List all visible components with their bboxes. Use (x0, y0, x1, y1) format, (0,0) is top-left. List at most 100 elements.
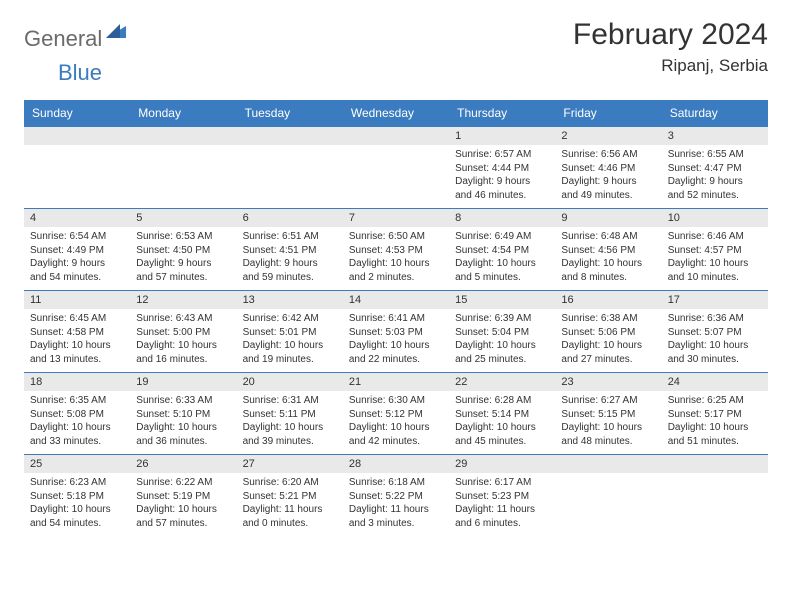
sunrise-line: Sunrise: 6:42 AM (243, 312, 337, 326)
calendar-week-row: 11Sunrise: 6:45 AMSunset: 4:58 PMDayligh… (24, 291, 768, 373)
sunset-line: Sunset: 5:07 PM (668, 326, 762, 340)
day-number: 21 (343, 373, 449, 391)
calendar-day-cell: 17Sunrise: 6:36 AMSunset: 5:07 PMDayligh… (662, 291, 768, 373)
day-details (237, 145, 343, 204)
calendar-week-row: 18Sunrise: 6:35 AMSunset: 5:08 PMDayligh… (24, 373, 768, 455)
sunset-line: Sunset: 4:53 PM (349, 244, 443, 258)
daylight-line: Daylight: 11 hours and 0 minutes. (243, 503, 337, 530)
sunrise-line: Sunrise: 6:46 AM (668, 230, 762, 244)
calendar-day-cell: 21Sunrise: 6:30 AMSunset: 5:12 PMDayligh… (343, 373, 449, 455)
sunset-line: Sunset: 4:58 PM (30, 326, 124, 340)
day-details: Sunrise: 6:43 AMSunset: 5:00 PMDaylight:… (130, 309, 236, 372)
sunrise-line: Sunrise: 6:51 AM (243, 230, 337, 244)
sunset-line: Sunset: 5:00 PM (136, 326, 230, 340)
sunset-line: Sunset: 4:57 PM (668, 244, 762, 258)
day-number (555, 455, 661, 473)
daylight-line: Daylight: 10 hours and 45 minutes. (455, 421, 549, 448)
weekday-header: Tuesday (237, 100, 343, 127)
sunset-line: Sunset: 5:19 PM (136, 490, 230, 504)
sunrise-line: Sunrise: 6:54 AM (30, 230, 124, 244)
calendar-day-cell: 15Sunrise: 6:39 AMSunset: 5:04 PMDayligh… (449, 291, 555, 373)
day-details (343, 145, 449, 204)
calendar-day-cell: 1Sunrise: 6:57 AMSunset: 4:44 PMDaylight… (449, 127, 555, 209)
sunrise-line: Sunrise: 6:28 AM (455, 394, 549, 408)
day-number: 9 (555, 209, 661, 227)
sunset-line: Sunset: 4:46 PM (561, 162, 655, 176)
day-number: 10 (662, 209, 768, 227)
day-number: 27 (237, 455, 343, 473)
daylight-line: Daylight: 10 hours and 16 minutes. (136, 339, 230, 366)
calendar-day-cell: 27Sunrise: 6:20 AMSunset: 5:21 PMDayligh… (237, 455, 343, 537)
day-details: Sunrise: 6:36 AMSunset: 5:07 PMDaylight:… (662, 309, 768, 372)
sunrise-line: Sunrise: 6:49 AM (455, 230, 549, 244)
sunset-line: Sunset: 4:56 PM (561, 244, 655, 258)
daylight-line: Daylight: 10 hours and 25 minutes. (455, 339, 549, 366)
calendar-week-row: 25Sunrise: 6:23 AMSunset: 5:18 PMDayligh… (24, 455, 768, 537)
brand-name-b: Blue (58, 60, 102, 85)
day-details: Sunrise: 6:41 AMSunset: 5:03 PMDaylight:… (343, 309, 449, 372)
day-details (555, 473, 661, 532)
calendar-day-cell: 10Sunrise: 6:46 AMSunset: 4:57 PMDayligh… (662, 209, 768, 291)
day-number (662, 455, 768, 473)
sunset-line: Sunset: 5:12 PM (349, 408, 443, 422)
day-number (130, 127, 236, 145)
day-details (662, 473, 768, 532)
daylight-line: Daylight: 10 hours and 2 minutes. (349, 257, 443, 284)
sunset-line: Sunset: 4:51 PM (243, 244, 337, 258)
day-number: 24 (662, 373, 768, 391)
sunset-line: Sunset: 5:06 PM (561, 326, 655, 340)
daylight-line: Daylight: 10 hours and 48 minutes. (561, 421, 655, 448)
calendar-day-cell: 29Sunrise: 6:17 AMSunset: 5:23 PMDayligh… (449, 455, 555, 537)
sunrise-line: Sunrise: 6:18 AM (349, 476, 443, 490)
calendar-day-cell: 22Sunrise: 6:28 AMSunset: 5:14 PMDayligh… (449, 373, 555, 455)
daylight-line: Daylight: 10 hours and 42 minutes. (349, 421, 443, 448)
day-details: Sunrise: 6:45 AMSunset: 4:58 PMDaylight:… (24, 309, 130, 372)
day-number: 11 (24, 291, 130, 309)
sunset-line: Sunset: 5:01 PM (243, 326, 337, 340)
title-block: February 2024 Ripanj, Serbia (573, 18, 768, 76)
day-number: 7 (343, 209, 449, 227)
daylight-line: Daylight: 10 hours and 30 minutes. (668, 339, 762, 366)
sunset-line: Sunset: 5:23 PM (455, 490, 549, 504)
day-details: Sunrise: 6:54 AMSunset: 4:49 PMDaylight:… (24, 227, 130, 290)
calendar-page: General February 2024 Ripanj, Serbia Blu… (0, 0, 792, 554)
calendar-day-cell (130, 127, 236, 209)
calendar-day-cell: 7Sunrise: 6:50 AMSunset: 4:53 PMDaylight… (343, 209, 449, 291)
sunrise-line: Sunrise: 6:23 AM (30, 476, 124, 490)
sunset-line: Sunset: 5:15 PM (561, 408, 655, 422)
day-number: 18 (24, 373, 130, 391)
daylight-line: Daylight: 10 hours and 5 minutes. (455, 257, 549, 284)
sunset-line: Sunset: 5:22 PM (349, 490, 443, 504)
calendar-day-cell: 2Sunrise: 6:56 AMSunset: 4:46 PMDaylight… (555, 127, 661, 209)
calendar-day-cell: 20Sunrise: 6:31 AMSunset: 5:11 PMDayligh… (237, 373, 343, 455)
sunrise-line: Sunrise: 6:31 AM (243, 394, 337, 408)
daylight-line: Daylight: 10 hours and 8 minutes. (561, 257, 655, 284)
sunset-line: Sunset: 5:14 PM (455, 408, 549, 422)
day-number: 12 (130, 291, 236, 309)
day-number (24, 127, 130, 145)
brand-logo: General (24, 24, 128, 53)
day-number: 4 (24, 209, 130, 227)
daylight-line: Daylight: 9 hours and 59 minutes. (243, 257, 337, 284)
sunrise-line: Sunrise: 6:53 AM (136, 230, 230, 244)
day-number: 1 (449, 127, 555, 145)
day-details: Sunrise: 6:33 AMSunset: 5:10 PMDaylight:… (130, 391, 236, 454)
weekday-header-row: Sunday Monday Tuesday Wednesday Thursday… (24, 100, 768, 127)
day-details: Sunrise: 6:17 AMSunset: 5:23 PMDaylight:… (449, 473, 555, 536)
calendar-day-cell (662, 455, 768, 537)
sunrise-line: Sunrise: 6:27 AM (561, 394, 655, 408)
sunrise-line: Sunrise: 6:48 AM (561, 230, 655, 244)
daylight-line: Daylight: 9 hours and 52 minutes. (668, 175, 762, 202)
day-number: 20 (237, 373, 343, 391)
sunrise-line: Sunrise: 6:56 AM (561, 148, 655, 162)
day-number (343, 127, 449, 145)
daylight-line: Daylight: 10 hours and 57 minutes. (136, 503, 230, 530)
calendar-day-cell: 12Sunrise: 6:43 AMSunset: 5:00 PMDayligh… (130, 291, 236, 373)
day-details: Sunrise: 6:55 AMSunset: 4:47 PMDaylight:… (662, 145, 768, 208)
sunrise-line: Sunrise: 6:43 AM (136, 312, 230, 326)
daylight-line: Daylight: 10 hours and 13 minutes. (30, 339, 124, 366)
daylight-line: Daylight: 11 hours and 6 minutes. (455, 503, 549, 530)
day-details: Sunrise: 6:27 AMSunset: 5:15 PMDaylight:… (555, 391, 661, 454)
calendar-day-cell (555, 455, 661, 537)
calendar-day-cell: 16Sunrise: 6:38 AMSunset: 5:06 PMDayligh… (555, 291, 661, 373)
